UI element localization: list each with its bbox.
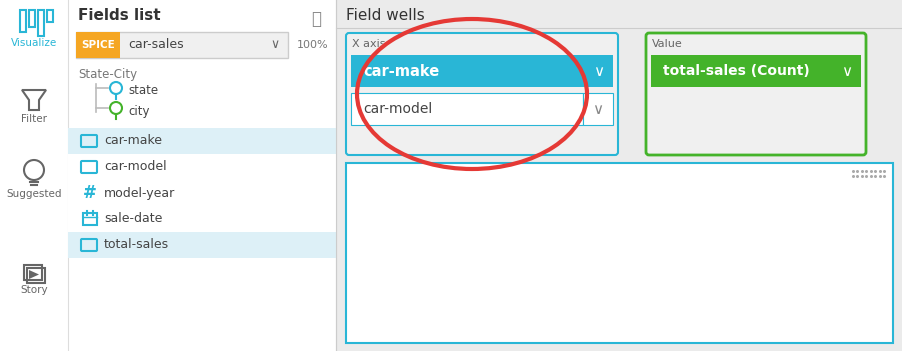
- Bar: [68, 206, 336, 232]
- Text: ∨: ∨: [841, 64, 851, 79]
- Bar: [650, 55, 860, 87]
- Bar: [38, 10, 44, 36]
- Text: car-make: car-make: [363, 64, 438, 79]
- Text: total-sales (Count): total-sales (Count): [662, 64, 809, 78]
- Bar: [27, 268, 45, 283]
- Bar: [68, 180, 336, 206]
- Bar: [583, 93, 612, 125]
- Bar: [0, 0, 68, 351]
- Text: sale-date: sale-date: [104, 212, 162, 225]
- Text: Field wells: Field wells: [345, 8, 424, 23]
- Text: car-make: car-make: [104, 134, 161, 147]
- Bar: [68, 232, 336, 258]
- Text: SPICE: SPICE: [81, 40, 115, 50]
- Text: Visualize: Visualize: [11, 38, 57, 48]
- Bar: [336, 0, 902, 351]
- Text: state: state: [128, 85, 158, 98]
- Text: Suggested: Suggested: [6, 189, 61, 199]
- FancyBboxPatch shape: [345, 33, 617, 155]
- Bar: [76, 32, 288, 58]
- Text: car-model: car-model: [104, 160, 167, 173]
- Bar: [68, 128, 336, 154]
- Bar: [351, 93, 583, 125]
- Bar: [20, 10, 26, 32]
- Text: car-sales: car-sales: [128, 39, 183, 52]
- Text: State-City: State-City: [78, 68, 137, 81]
- Text: Filter: Filter: [21, 114, 47, 124]
- Bar: [351, 55, 612, 87]
- Bar: [29, 10, 35, 27]
- Text: Fields list: Fields list: [78, 8, 161, 23]
- Text: ∨: ∨: [271, 39, 280, 52]
- Text: model-year: model-year: [104, 186, 175, 199]
- Bar: [68, 154, 336, 180]
- FancyBboxPatch shape: [645, 33, 865, 155]
- Text: ∨: ∨: [593, 64, 604, 79]
- Bar: [76, 32, 120, 58]
- Text: Story: Story: [20, 285, 48, 295]
- Text: Value: Value: [651, 39, 682, 49]
- Bar: [83, 213, 97, 225]
- Text: ⌕: ⌕: [310, 10, 320, 28]
- Text: #: #: [83, 184, 97, 202]
- Text: car-model: car-model: [363, 102, 432, 116]
- Bar: [24, 265, 42, 280]
- Text: ∨: ∨: [592, 101, 603, 117]
- Bar: [68, 0, 336, 351]
- Bar: [345, 163, 892, 343]
- Text: total-sales: total-sales: [104, 238, 169, 252]
- Text: city: city: [128, 105, 150, 118]
- Text: 100%: 100%: [296, 40, 327, 50]
- Text: X axis: X axis: [352, 39, 385, 49]
- Polygon shape: [29, 270, 39, 279]
- Bar: [47, 10, 53, 22]
